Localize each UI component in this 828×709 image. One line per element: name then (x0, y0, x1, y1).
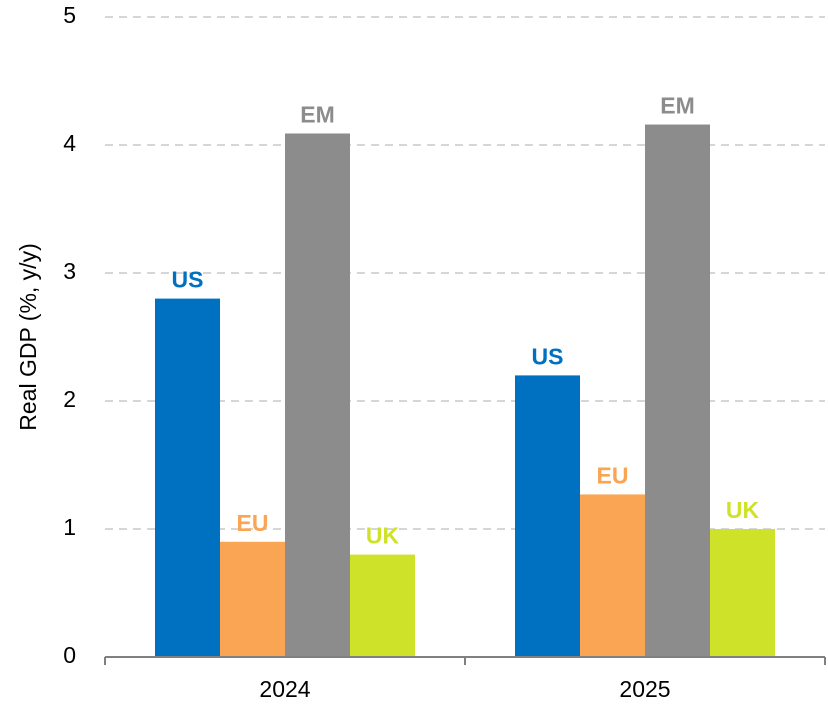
bar (220, 541, 285, 657)
series-label: UK (366, 523, 400, 549)
y-tick-label: 4 (63, 130, 76, 156)
bar (155, 298, 220, 657)
y-tick-label: 0 (63, 642, 76, 668)
y-tick-label: 5 (63, 2, 76, 28)
y-axis-label: Real GDP (%, y/y) (15, 243, 41, 430)
x-tick-label: 2025 (619, 676, 670, 702)
bar (285, 133, 350, 658)
bar (350, 554, 415, 657)
bar (710, 529, 775, 657)
y-tick-label: 1 (63, 514, 76, 540)
y-tick-label: 3 (63, 258, 76, 284)
bar (580, 494, 645, 657)
bar (515, 375, 580, 657)
series-label: EM (660, 93, 695, 119)
series-label: US (532, 343, 564, 369)
y-tick-label: 2 (63, 386, 76, 412)
series-label: EU (597, 463, 629, 489)
series-label: US (172, 267, 204, 293)
bar (645, 124, 710, 657)
series-label: UK (726, 497, 760, 523)
series-label: EM (300, 102, 335, 128)
series-label: EU (237, 510, 269, 536)
x-tick-label: 2024 (259, 676, 310, 702)
